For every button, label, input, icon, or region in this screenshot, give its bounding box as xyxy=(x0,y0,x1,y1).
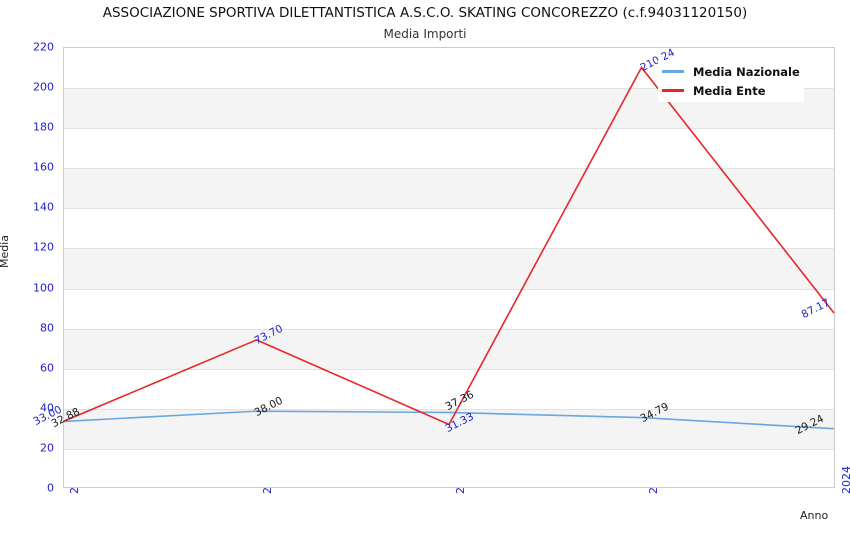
plot-area xyxy=(63,47,835,488)
grid-band xyxy=(64,408,834,449)
grid-band xyxy=(64,168,834,209)
legend-label: Media Nazionale xyxy=(693,64,800,79)
series-line xyxy=(64,67,834,424)
legend-item[interactable]: Media Nazionale xyxy=(662,62,800,81)
page-title: ASSOCIAZIONE SPORTIVA DILETTANTISTICA A.… xyxy=(102,5,748,21)
y-tick-label: 20 xyxy=(40,441,54,455)
legend-item[interactable]: Media Ente xyxy=(662,81,800,100)
y-tick-label: 220 xyxy=(33,40,54,54)
legend-label: Media Ente xyxy=(693,83,766,98)
y-tick-label: 40 xyxy=(40,401,54,415)
gridline xyxy=(64,368,834,370)
y-tick-label: 160 xyxy=(33,160,54,174)
series-line xyxy=(64,411,834,428)
series-lines xyxy=(64,48,834,487)
gridline xyxy=(64,88,834,90)
grid-band xyxy=(64,328,834,369)
gridline xyxy=(64,128,834,130)
gridline xyxy=(64,248,834,250)
gridline xyxy=(64,168,834,170)
y-tick-label: 0 xyxy=(47,481,54,495)
y-tick-label: 140 xyxy=(33,200,54,214)
y-tick-label: 180 xyxy=(33,120,54,134)
gridline xyxy=(64,328,834,330)
gridline xyxy=(64,208,834,210)
legend-line-icon xyxy=(662,89,684,92)
chart-subtitle: Media Importi xyxy=(383,27,467,41)
gridline xyxy=(64,408,834,410)
grid-band xyxy=(64,248,834,289)
chart-legend: Media Nazionale Media Ente xyxy=(658,60,804,102)
gridline xyxy=(64,288,834,290)
x-axis-label: Anno xyxy=(800,509,829,522)
x-tick-label: 2024 xyxy=(840,466,850,494)
y-tick-label: 80 xyxy=(40,321,54,335)
y-tick-label: 100 xyxy=(33,281,54,295)
y-tick-label: 120 xyxy=(33,240,54,254)
y-tick-label: 60 xyxy=(40,361,54,375)
y-tick-label: 200 xyxy=(33,80,54,94)
gridline xyxy=(64,448,834,450)
y-axis-label: Media xyxy=(0,234,11,268)
legend-line-icon xyxy=(662,70,684,73)
